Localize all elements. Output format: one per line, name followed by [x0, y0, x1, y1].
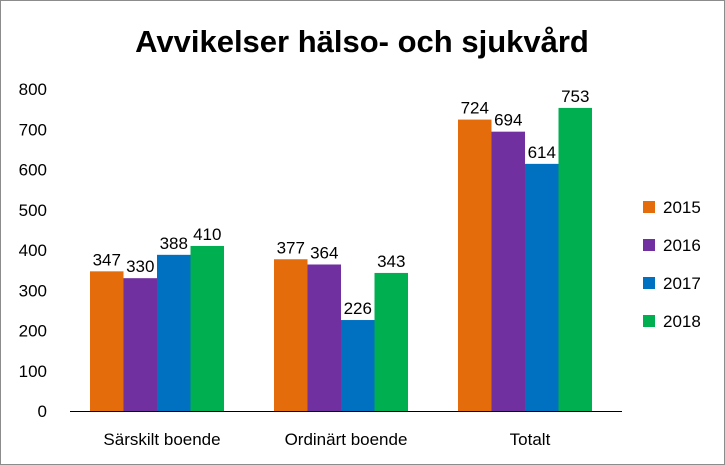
data-label: 753 [561, 87, 589, 106]
x-category-label: Ordinärt boende [285, 430, 408, 449]
legend-label: 2016 [663, 236, 701, 255]
bar-2017-3 [525, 163, 559, 411]
bar-2015-1 [90, 271, 124, 411]
y-axis-ticks: 0 100 200 300 400 500 600 700 800 [19, 80, 47, 421]
data-label: 226 [344, 299, 372, 318]
bar-2016-2 [307, 264, 341, 411]
legend-swatch-2018 [643, 315, 655, 327]
bar-2018-2 [374, 272, 408, 411]
data-label: 410 [193, 225, 221, 244]
y-tick-label: 500 [19, 201, 47, 220]
bar-2016-1 [123, 278, 157, 411]
legend-swatch-2017 [643, 277, 655, 289]
legend-label: 2017 [663, 274, 701, 293]
legend-swatch-2015 [643, 201, 655, 213]
x-axis-categories: Särskilt boende Ordinärt boende Totalt [103, 430, 550, 449]
legend-label: 2018 [663, 312, 701, 331]
data-label: 377 [277, 238, 305, 257]
data-label: 614 [528, 143, 556, 162]
data-label: 388 [160, 234, 188, 253]
bar-2017-1 [157, 254, 191, 411]
bar-2015-2 [274, 259, 308, 411]
y-tick-label: 300 [19, 281, 47, 300]
bar-2017-2 [341, 320, 375, 411]
y-tick-label: 700 [19, 120, 47, 139]
y-tick-label: 100 [19, 362, 47, 381]
data-label: 724 [461, 99, 489, 118]
bars [90, 107, 592, 412]
y-tick-label: 800 [19, 80, 47, 99]
data-labels: 347 330 388 410 377 364 226 343 724 694 614 753 [93, 87, 590, 318]
data-label: 364 [310, 243, 338, 262]
y-tick-label: 600 [19, 161, 47, 180]
chart-title: Avvikelser hälso- och sjukvård [135, 24, 589, 59]
legend-swatch-2016 [643, 239, 655, 251]
bar-2018-3 [558, 107, 592, 411]
y-tick-label: 200 [19, 322, 47, 341]
data-label: 330 [126, 257, 154, 276]
data-label: 347 [93, 250, 121, 269]
data-label: 343 [377, 252, 405, 271]
bar-2015-3 [458, 119, 492, 411]
x-category-label: Särskilt boende [103, 430, 220, 449]
y-tick-label: 0 [38, 402, 47, 421]
legend: 2015 2016 2017 2018 [643, 198, 701, 331]
data-label: 694 [494, 111, 522, 130]
x-category-label: Totalt [510, 430, 551, 449]
bar-2018-1 [190, 245, 224, 411]
y-tick-label: 400 [19, 241, 47, 260]
bar-2016-3 [491, 131, 525, 412]
legend-label: 2015 [663, 198, 701, 217]
